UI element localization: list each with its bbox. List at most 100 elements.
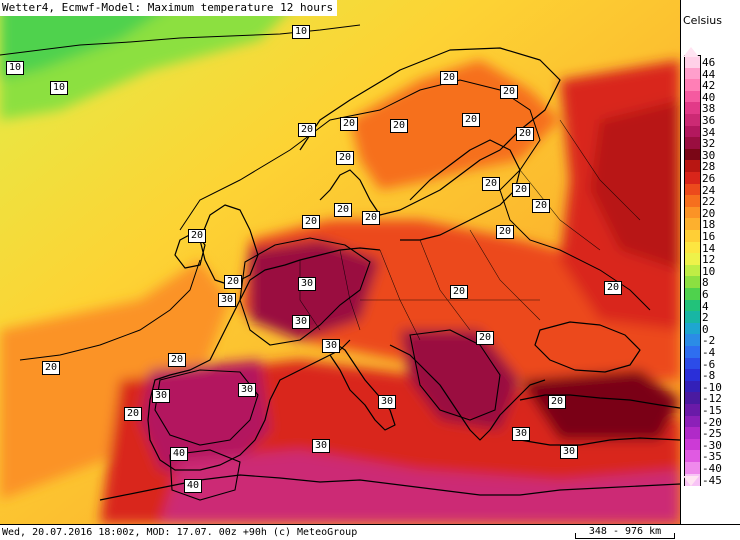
isotherm-value-label: 20 bbox=[390, 119, 409, 133]
legend-tick-label: 30 bbox=[702, 148, 716, 162]
legend-tick-label: -45 bbox=[702, 473, 722, 487]
legend-colorbar bbox=[684, 55, 701, 487]
africa-coast bbox=[99, 474, 680, 501]
isotherm-value-label: 10 bbox=[292, 25, 311, 39]
turkey-coast bbox=[519, 394, 680, 446]
borders bbox=[299, 119, 641, 341]
legend-swatch bbox=[685, 206, 700, 219]
black-sea-coast bbox=[534, 321, 641, 373]
legend-swatch bbox=[685, 114, 700, 127]
legend-swatch bbox=[685, 125, 700, 138]
isotherm-value-label: 20 bbox=[604, 281, 623, 295]
italy-coast bbox=[329, 339, 396, 431]
isotherm-value-label: 30 bbox=[292, 315, 311, 329]
legend-swatch bbox=[685, 102, 700, 115]
legend-swatch bbox=[685, 438, 700, 451]
legend-tick-label: 24 bbox=[702, 183, 716, 197]
legend-tick-label: -4 bbox=[702, 346, 716, 359]
isotherm-value-label: 20 bbox=[516, 127, 535, 141]
legend-swatch bbox=[685, 90, 700, 103]
legend-tick-label: 10 bbox=[702, 264, 716, 278]
legend-tick-label: -10 bbox=[702, 380, 722, 394]
baltic-coast bbox=[400, 139, 521, 241]
legend-tick-label: -25 bbox=[702, 427, 722, 441]
isotherm-30-west bbox=[239, 237, 371, 346]
isotherm-value-label: 10 bbox=[50, 81, 69, 95]
isotherm-value-label: 20 bbox=[340, 117, 359, 131]
russia-very-hot bbox=[590, 100, 680, 270]
legend-swatch bbox=[685, 276, 700, 289]
isotherm-value-label: 40 bbox=[170, 447, 189, 461]
isotherm-value-label: 30 bbox=[512, 427, 531, 441]
isotherm-20-north bbox=[179, 79, 651, 311]
legend-tick-label: 26 bbox=[702, 172, 716, 185]
legend-swatch bbox=[685, 148, 700, 161]
legend-swatch bbox=[685, 160, 700, 173]
legend-swatch bbox=[685, 56, 700, 69]
isotherm-20 bbox=[19, 79, 651, 361]
legend-tick-label: -15 bbox=[702, 404, 722, 417]
border-lines bbox=[299, 119, 641, 341]
legend-panel: Celsius bbox=[680, 0, 740, 524]
legend-swatch bbox=[685, 79, 700, 92]
legend-tick-label: 14 bbox=[702, 241, 716, 255]
legend-tick-label: -35 bbox=[702, 450, 722, 464]
scale-bar: 348 - 976 km bbox=[575, 526, 675, 539]
isotherm-value-label: 20 bbox=[496, 225, 515, 239]
isotherm-value-label: 30 bbox=[238, 383, 257, 397]
isotherm-30-balkans bbox=[409, 329, 501, 421]
legend-tick-label: -8 bbox=[702, 369, 716, 383]
legend-swatch bbox=[685, 288, 700, 301]
isotherm-value-label: 30 bbox=[152, 389, 171, 403]
map-title: Wetter4, Ecmwf-Model: Maximum temperatur… bbox=[0, 0, 338, 16]
footer-info: Wed, 20.07.2016 18:00z, MOD: 17.07. 00z … bbox=[2, 527, 358, 538]
legend-swatch bbox=[685, 427, 700, 440]
legend-tick-label: -12 bbox=[702, 392, 722, 406]
legend-swatch bbox=[685, 392, 700, 405]
isotherm-value-label: 20 bbox=[334, 203, 353, 217]
isotherm-30-iberia bbox=[154, 369, 259, 446]
legend-tick-label: 22 bbox=[702, 195, 716, 209]
status-bar: Wed, 20.07.2016 18:00z, MOD: 17.07. 00z … bbox=[0, 524, 740, 540]
isotherm-value-label: 20 bbox=[188, 229, 207, 243]
legend-swatch bbox=[685, 172, 700, 185]
legend-tick-label: 6 bbox=[702, 288, 709, 301]
coastlines bbox=[99, 47, 680, 501]
legend-tick-label: -40 bbox=[702, 462, 722, 475]
legend-tick-label: -30 bbox=[702, 438, 722, 452]
legend-tick-label: 44 bbox=[702, 67, 716, 81]
legend-tick-label: -2 bbox=[702, 334, 716, 348]
atlantic-orange-band bbox=[0, 260, 230, 500]
legend-swatch bbox=[685, 299, 700, 312]
legend-swatch bbox=[685, 380, 700, 393]
legend-tick-label: 0 bbox=[702, 322, 709, 336]
legend-swatch bbox=[685, 334, 700, 347]
isotherm-value-label: 20 bbox=[482, 177, 501, 191]
legend-swatch bbox=[685, 462, 700, 475]
legend-tick-label: 12 bbox=[702, 253, 716, 267]
isotherm-value-label: 30 bbox=[322, 339, 341, 353]
legend-swatch bbox=[685, 357, 700, 370]
legend-swatch bbox=[685, 241, 700, 254]
legend-tick-label: -20 bbox=[702, 415, 722, 429]
legend-swatch bbox=[685, 369, 700, 382]
turkey-hot bbox=[520, 370, 680, 440]
legend-tick-label: 16 bbox=[702, 230, 716, 243]
balkans-hot bbox=[400, 330, 520, 430]
isotherm-value-label: 20 bbox=[168, 353, 187, 367]
isotherm-value-label: 20 bbox=[548, 395, 567, 409]
legend-swatch bbox=[685, 322, 700, 335]
isotherm-value-label: 20 bbox=[512, 183, 531, 197]
legend-swatch bbox=[685, 230, 700, 243]
scandinavia-coast bbox=[299, 47, 561, 216]
legend-arrow-up-icon bbox=[683, 47, 699, 57]
isotherm-value-label: 20 bbox=[42, 361, 61, 375]
isotherm-value-label: 30 bbox=[312, 439, 331, 453]
legend-swatch bbox=[685, 450, 700, 463]
isotherm-value-label: 20 bbox=[500, 85, 519, 99]
legend-tick-label: 18 bbox=[702, 218, 716, 232]
isotherm-value-label: 20 bbox=[362, 211, 381, 225]
isotherm-value-label: 20 bbox=[476, 331, 495, 345]
isotherm-value-label: 30 bbox=[218, 293, 237, 307]
legend-arrow-down-icon bbox=[683, 476, 699, 486]
